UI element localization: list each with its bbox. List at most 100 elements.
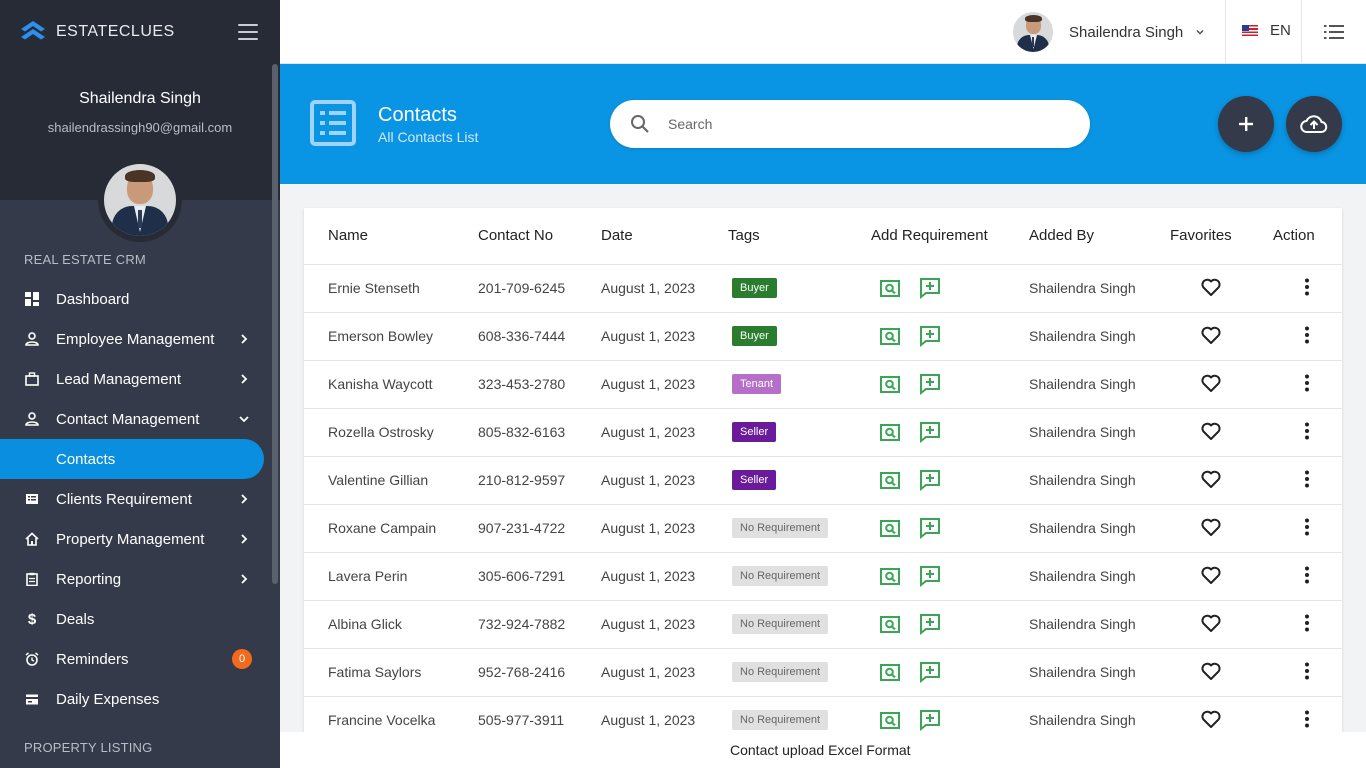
add-requirement-icon[interactable] [919, 709, 941, 731]
sidebar-item-lead-management[interactable]: Lead Management [0, 359, 272, 399]
sidebar-item-label: Reminders [56, 650, 129, 668]
add-requirement-icon[interactable] [919, 373, 941, 395]
action-cell [1273, 648, 1342, 697]
user-menu[interactable]: Shailendra Singh [1013, 12, 1205, 52]
sidebar-scrollbar[interactable] [272, 64, 278, 584]
more-vertical-icon[interactable] [1297, 613, 1317, 633]
list-menu-icon[interactable] [1324, 24, 1344, 40]
heart-icon[interactable] [1200, 276, 1222, 298]
add-requirement-icon[interactable] [919, 277, 941, 299]
contact-name[interactable]: Roxane Campain [304, 504, 478, 553]
added-by: Shailendra Singh [1029, 408, 1170, 457]
excel-format-link[interactable]: Contact upload Excel Format [730, 742, 911, 758]
view-requirement-icon[interactable] [879, 661, 901, 683]
heart-icon[interactable] [1200, 708, 1222, 730]
view-requirement-icon[interactable] [879, 373, 901, 395]
brand[interactable]: ESTATECLUES [20, 20, 175, 44]
view-requirement-icon[interactable] [879, 613, 901, 635]
chevron-down-icon [1196, 29, 1204, 35]
heart-icon[interactable] [1200, 324, 1222, 346]
view-requirement-icon[interactable] [879, 565, 901, 587]
divider [1225, 0, 1226, 64]
more-vertical-icon[interactable] [1297, 373, 1317, 393]
language-selector[interactable]: EN [1242, 22, 1291, 39]
column-header-tags[interactable]: Tags [728, 208, 871, 265]
more-vertical-icon[interactable] [1297, 517, 1317, 537]
contact-name[interactable]: Valentine Gillian [304, 456, 478, 505]
sidebar-avatar[interactable] [98, 158, 182, 242]
add-requirement-icon[interactable] [919, 661, 941, 683]
more-vertical-icon[interactable] [1297, 421, 1317, 441]
contact-date: August 1, 2023 [601, 264, 728, 313]
sidebar-item-deals[interactable]: $ Deals [0, 599, 272, 639]
add-requirement-icon[interactable] [919, 517, 941, 539]
more-vertical-icon[interactable] [1297, 325, 1317, 345]
sidebar-item-contacts[interactable]: Contacts [0, 439, 264, 479]
sidebar-item-property-management[interactable]: Property Management [0, 519, 272, 559]
topbar-user-name: Shailendra Singh [1069, 23, 1184, 41]
dollar-icon: $ [27, 610, 37, 628]
home-icon [24, 531, 40, 547]
more-vertical-icon[interactable] [1297, 277, 1317, 297]
sidebar-item-clients-requirement[interactable]: Clients Requirement [0, 479, 272, 519]
search-input[interactable] [668, 116, 1048, 132]
view-requirement-icon[interactable] [879, 421, 901, 443]
contact-name[interactable]: Rozella Ostrosky [304, 408, 478, 457]
sidebar-item-contact-management[interactable]: Contact Management [0, 399, 272, 439]
contact-name[interactable]: Lavera Perin [304, 552, 478, 601]
heart-icon[interactable] [1200, 420, 1222, 442]
sidebar-item-reporting[interactable]: Reporting [0, 559, 272, 599]
chevron-right-icon [241, 494, 248, 504]
contact-date: August 1, 2023 [601, 408, 728, 457]
table-row: Kanisha Waycott 323-453-2780 August 1, 202… [304, 360, 1342, 409]
upload-contacts-button[interactable] [1286, 96, 1342, 152]
heart-icon[interactable] [1200, 564, 1222, 586]
add-requirement-icon[interactable] [919, 469, 941, 491]
add-requirement-icon[interactable] [919, 565, 941, 587]
heart-icon[interactable] [1200, 372, 1222, 394]
more-vertical-icon[interactable] [1297, 469, 1317, 489]
contact-phone: 608-336-7444 [478, 312, 601, 361]
add-requirement-cell [871, 456, 1029, 505]
add-contact-button[interactable] [1218, 96, 1274, 152]
more-vertical-icon[interactable] [1297, 565, 1317, 585]
heart-icon[interactable] [1200, 612, 1222, 634]
heart-icon[interactable] [1200, 660, 1222, 682]
tag-cell: No Requirement [728, 600, 871, 649]
tag-badge: Seller [732, 470, 777, 490]
sidebar-item-reminders[interactable]: Reminders 0 [0, 639, 272, 679]
add-requirement-icon[interactable] [919, 421, 941, 443]
view-requirement-icon[interactable] [879, 517, 901, 539]
contact-name[interactable]: Fatima Saylors [304, 648, 478, 697]
contact-name[interactable]: Ernie Stenseth [304, 264, 478, 313]
sidebar-item-daily-expenses[interactable]: Daily Expenses [0, 679, 272, 719]
added-by: Shailendra Singh [1029, 312, 1170, 361]
sidebar-item-dashboard[interactable]: Dashboard [0, 279, 272, 319]
added-by: Shailendra Singh [1029, 456, 1170, 505]
column-header-action[interactable]: Action [1273, 208, 1342, 265]
column-header-add-requirement[interactable]: Add Requirement [871, 208, 1029, 265]
more-vertical-icon[interactable] [1297, 661, 1317, 681]
tag-badge: No Requirement [732, 662, 829, 682]
heart-icon[interactable] [1200, 468, 1222, 490]
column-header-added-by[interactable]: Added By [1029, 208, 1170, 265]
contact-name[interactable]: Kanisha Waycott [304, 360, 478, 409]
tag-badge: Seller [732, 422, 777, 442]
menu-toggle-icon[interactable] [238, 24, 258, 40]
section-label-listing: PROPERTY LISTING [24, 740, 153, 755]
contact-name[interactable]: Albina Glick [304, 600, 478, 649]
column-header-name[interactable]: Name [304, 208, 478, 265]
add-requirement-icon[interactable] [919, 613, 941, 635]
more-vertical-icon[interactable] [1297, 709, 1317, 729]
column-header-contact-no[interactable]: Contact No [478, 208, 601, 265]
heart-icon[interactable] [1200, 516, 1222, 538]
add-requirement-icon[interactable] [919, 325, 941, 347]
column-header-favorites[interactable]: Favorites [1170, 208, 1273, 265]
view-requirement-icon[interactable] [879, 469, 901, 491]
contact-name[interactable]: Emerson Bowley [304, 312, 478, 361]
view-requirement-icon[interactable] [879, 277, 901, 299]
view-requirement-icon[interactable] [879, 325, 901, 347]
view-requirement-icon[interactable] [879, 709, 901, 731]
sidebar-item-employee-management[interactable]: Employee Management [0, 319, 272, 359]
column-header-date[interactable]: Date [601, 208, 728, 265]
